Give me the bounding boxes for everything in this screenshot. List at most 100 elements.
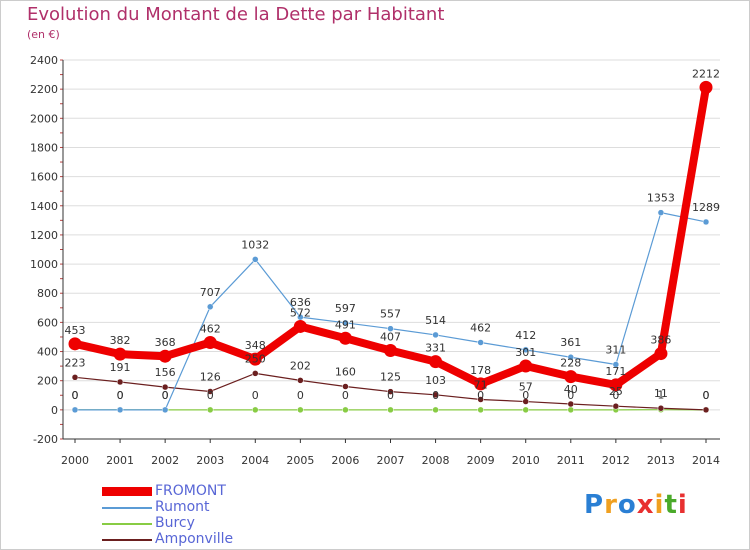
data-label-rumont: 597: [335, 302, 356, 315]
data-label-burcy: 0: [117, 389, 124, 402]
data-label-fromont: 572: [290, 306, 311, 319]
x-tick-label-2006: 2006: [331, 454, 359, 467]
data-label-amponville: 11: [654, 387, 668, 400]
data-point-rumont: [387, 325, 394, 332]
y-tick-label-1800: 1800: [30, 141, 58, 154]
logo-letter: i: [654, 490, 665, 520]
data-point-amponville: [71, 374, 79, 381]
data-label-burcy: 1: [657, 389, 664, 402]
x-tick-label-2013: 2013: [647, 454, 675, 467]
x-tick-label-2009: 2009: [467, 454, 495, 467]
data-labels: 223 191 156 126 250 202 160 125 103 71 57 40 25 11 0 0 0…: [65, 67, 721, 401]
data-point-fromont: [203, 336, 217, 350]
data-point-fromont: [293, 319, 307, 333]
data-point-rumont: [206, 303, 214, 311]
data-label-fromont: 348: [245, 339, 266, 352]
data-point-amponville: [702, 406, 710, 414]
x-tick-label-2014: 2014: [692, 454, 720, 467]
data-label-fromont: 491: [335, 318, 356, 331]
data-point-rumont: [702, 218, 710, 226]
data-label-rumont: 514: [425, 314, 446, 327]
data-point-rumont: [567, 353, 575, 361]
data-point-amponville: [432, 391, 439, 399]
data-point-rumont: [71, 406, 79, 414]
data-label-rumont: 707: [200, 286, 221, 299]
legend-swatch-amponville: [102, 539, 152, 541]
data-label-amponville: 25: [609, 385, 623, 398]
grid-lines: [63, 59, 720, 440]
data-label-amponville: 160: [335, 366, 356, 379]
data-label-amponville: 202: [290, 359, 311, 372]
legend-label-amponville: Amponville: [155, 531, 234, 547]
data-label-amponville: 125: [380, 371, 401, 384]
data-point-amponville: [477, 396, 484, 403]
x-tick-label-2002: 2002: [151, 454, 179, 467]
legend-swatch-fromont: [102, 487, 152, 496]
data-point-fromont: [248, 352, 262, 366]
data-label-rumont: 1289: [692, 201, 720, 214]
data-label-fromont: 382: [110, 334, 131, 347]
data-point-burcy: [567, 406, 575, 414]
x-tick-labels: 2000 2001 2002 2003 2004 2005 2006 2007 2008 2009…: [61, 454, 720, 467]
y-tick-label-1600: 1600: [30, 171, 58, 184]
legend-label-rumont: Rumont: [155, 499, 210, 515]
logo-letter: r: [604, 490, 618, 520]
data-point-burcy: [522, 406, 529, 414]
y-tick-label-1200: 1200: [30, 229, 58, 242]
data-label-amponville: 0: [703, 389, 710, 402]
data-point-amponville: [252, 370, 259, 377]
data-point-amponville: [116, 378, 124, 386]
x-tick-label-2008: 2008: [422, 454, 450, 467]
data-point-fromont: [384, 344, 397, 358]
y-tick-label-2400: 2400: [30, 54, 58, 67]
data-point-burcy: [297, 406, 304, 414]
data-label-burcy: 0: [72, 389, 79, 402]
data-point-amponville: [612, 402, 620, 410]
data-point-burcy: [387, 406, 394, 414]
logo-letter: P: [584, 490, 605, 520]
data-point-rumont: [161, 406, 169, 414]
data-label-fromont: 453: [65, 324, 86, 337]
data-point-fromont: [474, 377, 488, 391]
data-label-fromont: 171: [605, 365, 626, 378]
data-point-amponville: [161, 383, 169, 391]
legend-swatch-burcy: [102, 523, 152, 525]
y-tick-label-1400: 1400: [30, 200, 58, 213]
data-label-rumont: 1353: [647, 192, 675, 205]
data-point-amponville: [206, 388, 214, 395]
data-label-fromont: 228: [560, 357, 581, 370]
x-tick-label-2005: 2005: [286, 454, 314, 467]
y-tick-label-200: 200: [37, 375, 58, 388]
y-tick-label-400: 400: [37, 346, 58, 359]
legend-swatch-rumont: [102, 507, 152, 509]
data-point-rumont: [522, 346, 529, 354]
data-point-fromont: [519, 359, 533, 373]
data-label-burcy: 0: [207, 389, 214, 402]
data-label-fromont: 331: [425, 342, 446, 355]
data-point-rumont: [252, 256, 259, 263]
data-label-burcy: 0: [297, 389, 304, 402]
data-label-amponville: 40: [564, 383, 578, 396]
data-label-burcy: 0: [522, 389, 529, 402]
x-tick-label-2003: 2003: [196, 454, 224, 467]
data-label-rumont: 361: [560, 336, 581, 349]
data-label-rumont: 462: [470, 322, 491, 335]
data-point-fromont: [158, 349, 172, 363]
data-label-amponville: 156: [155, 366, 176, 379]
data-point-rumont: [116, 406, 124, 414]
data-label-fromont: 368: [155, 336, 176, 349]
data-label-amponville: 223: [65, 356, 86, 369]
data-point-amponville: [657, 404, 665, 412]
data-point-fromont: [699, 80, 713, 94]
x-tick-label-2001: 2001: [106, 454, 134, 467]
data-point-fromont: [609, 378, 623, 392]
data-label-fromont: 386: [650, 334, 671, 347]
data-point-rumont: [477, 339, 484, 346]
data-label-amponville: 57: [519, 381, 533, 394]
data-point-burcy: [206, 406, 214, 414]
data-point-rumont: [612, 361, 620, 368]
data-label-rumont: 412: [515, 329, 536, 342]
